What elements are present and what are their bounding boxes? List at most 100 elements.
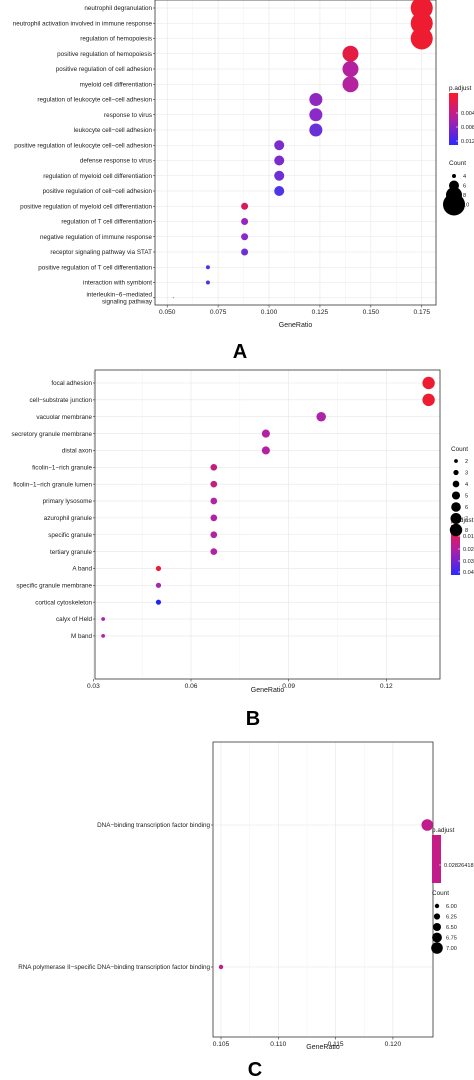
category-label: ficolin−1−rich granule	[32, 465, 92, 472]
category-label: regulation of myeloid cell differentiati…	[43, 173, 152, 180]
category-label: positive regulation of myeloid cell diff…	[20, 203, 152, 210]
category-label: negative regulation of immune response	[40, 234, 153, 241]
size-legend-dot	[433, 913, 441, 920]
size-legend-label: 7	[465, 517, 468, 523]
x-tick-label: 0.09	[282, 683, 295, 690]
size-legend-label: 8	[463, 193, 466, 199]
size-legend-title: Count	[451, 446, 468, 453]
x-tick-label: 0.120	[385, 1041, 402, 1048]
size-legend-dot	[433, 923, 441, 931]
category-label: distal axon	[62, 448, 93, 455]
data-point	[241, 202, 249, 210]
size-legend-label: 10	[463, 203, 469, 209]
size-legend-label: 4	[463, 174, 466, 180]
data-point	[210, 480, 218, 488]
size-legend-label: 5	[465, 494, 468, 500]
category-label: tertiary granule	[50, 549, 92, 556]
color-legend-title: p.adjust	[449, 85, 472, 92]
chart-panel-a: neutrophil degranulation neutrophil activ…	[13, 0, 474, 363]
category-label: specific granule membrane	[16, 583, 92, 590]
category-label: regulation of hemopoiesis	[80, 36, 152, 43]
data-point	[410, 12, 433, 35]
category-label: ficolin−1−rich granule lumen	[13, 481, 92, 488]
size-legend-title: Count	[432, 890, 449, 897]
data-point	[101, 634, 106, 638]
color-legend-label: 0.03	[463, 559, 474, 565]
size-legend-label: 7.00	[446, 946, 457, 952]
category-label: positive regulation of hemopoiesis	[57, 51, 152, 58]
data-point	[155, 599, 162, 605]
category-label: A band	[72, 566, 92, 573]
category-label: neutrophil degranulation	[84, 5, 152, 12]
data-point	[410, 27, 433, 50]
panel-label: B	[246, 708, 260, 730]
category-label: leukocyte cell−cell adhesion	[74, 127, 153, 134]
color-legend-label: 0.02826418	[444, 863, 474, 869]
color-legend-label: 0.04	[463, 570, 474, 576]
category-label: secretory granule membrane	[12, 431, 93, 438]
size-legend-dot	[449, 523, 463, 537]
data-point	[155, 565, 162, 572]
size-legend-title: Count	[449, 160, 466, 167]
plot-border	[154, 0, 437, 306]
category-label: calyx of Held	[56, 616, 93, 623]
size-legend-dot	[452, 174, 456, 178]
data-point	[241, 218, 249, 225]
chart-panel-b: focal adhesion cell−substrate junction vac…	[12, 369, 474, 730]
category-label: receptor signaling pathway via STAT	[50, 249, 152, 256]
data-point	[210, 514, 218, 522]
x-tick-label: 0.06	[185, 683, 198, 690]
size-legend-label: 6.25	[446, 915, 457, 921]
category-label: neutrophil activation involved in immune…	[13, 20, 153, 27]
data-point	[101, 617, 106, 621]
size-legend-label: 6.75	[446, 936, 457, 942]
category-label: signaling pathway	[102, 298, 153, 305]
category-label: azurophil granule	[44, 515, 93, 522]
category-label: regulation of leukocyte cell−cell adhesi…	[37, 97, 152, 104]
chart-panel-c: DNA−binding transcription factor binding…	[18, 741, 474, 1080]
category-label: interaction with symbiont	[83, 280, 152, 287]
color-legend-title: p.adjust	[432, 827, 455, 834]
category-label: focal adhesion	[51, 380, 92, 387]
data-point	[261, 446, 270, 455]
category-label: cortical cytoskeleton	[35, 599, 92, 606]
category-label: primary lysosome	[43, 498, 93, 505]
data-point	[422, 393, 435, 407]
size-legend-dot	[450, 513, 462, 524]
size-legend-label: 2	[465, 459, 468, 465]
category-label: positive regulation of leukocyte cell−ce…	[14, 142, 152, 149]
size-legend-label: 8	[465, 528, 468, 534]
plot-border	[94, 369, 441, 680]
size-legend-label: 6.00	[446, 904, 457, 910]
x-axis-title: GeneRatio	[306, 1044, 340, 1051]
category-label: vacuolar membrane	[36, 414, 92, 421]
data-point	[241, 248, 249, 256]
data-point	[261, 429, 270, 438]
data-point	[422, 376, 435, 390]
size-legend-dot	[451, 502, 461, 512]
size-legend-label: 3	[465, 471, 468, 477]
size-legend-dot	[453, 469, 459, 476]
size-legend-dot	[432, 932, 442, 943]
data-point	[274, 186, 285, 196]
panel-label: C	[248, 1059, 262, 1080]
color-legend-label: 0.004	[461, 111, 474, 117]
category-label: response to virus	[104, 112, 152, 119]
data-point	[342, 61, 359, 77]
color-legend-label: 0.02	[463, 547, 474, 553]
color-legend-bar	[432, 835, 441, 883]
x-tick-label: 0.175	[413, 309, 430, 316]
category-label: positive regulation of cell−cell adhesio…	[43, 188, 153, 195]
data-point	[274, 170, 285, 181]
x-tick-label: 0.100	[261, 309, 278, 316]
data-point	[274, 140, 285, 151]
category-label: interleukin−6−mediated	[87, 291, 153, 298]
color-legend-bar	[451, 525, 460, 575]
color-legend-bar	[449, 93, 458, 145]
plot-background	[213, 742, 433, 1037]
x-tick-label: 0.110	[270, 1041, 286, 1048]
size-legend-label: 4	[465, 482, 468, 488]
data-point	[210, 463, 218, 471]
size-legend-label: 6	[463, 184, 466, 190]
